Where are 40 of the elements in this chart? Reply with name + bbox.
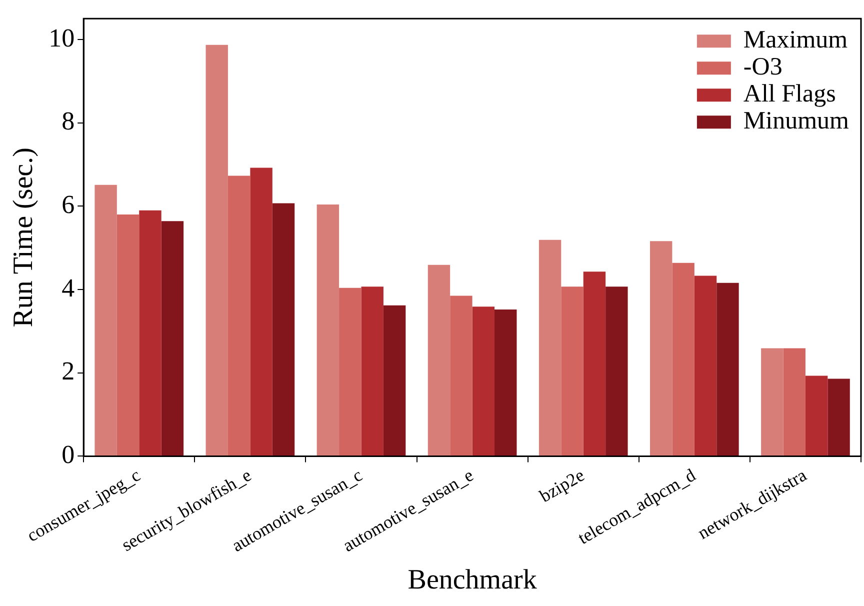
legend-label: Minumum [743,108,850,135]
bar [606,286,628,456]
bar [828,378,850,456]
bar [538,240,562,456]
bar [450,296,472,456]
y-axis-title: Run Time (sec.) [8,148,40,328]
bar [228,176,250,456]
y-tick-label: 8 [62,106,75,136]
y-tick-label: 4 [62,273,75,302]
bar [783,348,806,456]
bar [361,286,384,456]
bar [250,168,272,456]
bar [316,204,340,456]
bar [805,376,828,456]
bar [716,282,739,456]
bar [561,286,584,456]
bar [339,288,362,456]
bar [694,276,717,456]
bar [139,210,162,456]
bar [650,241,672,456]
bar [428,264,450,456]
bar [383,305,406,456]
bar [206,44,228,456]
bar [272,203,295,456]
legend-label: -O3 [743,54,782,81]
y-tick-label: 0 [62,440,75,470]
bar [161,221,184,456]
bar [494,310,517,456]
x-axis-title: Benchmark [408,564,537,596]
y-tick-label: 2 [62,356,75,386]
legend-label: All Flags [743,80,836,108]
bar [94,184,117,456]
legend-label: Maximum [743,26,848,54]
y-tick-label: 10 [48,23,75,52]
bar [116,214,140,456]
y-tick-label: 6 [62,190,75,219]
bar [761,348,784,456]
bar [672,262,694,456]
bar [583,272,606,456]
bar [472,306,495,456]
